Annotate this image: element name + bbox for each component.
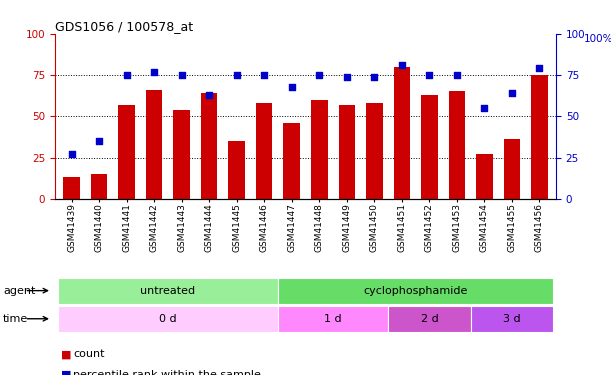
Bar: [284, 123, 300, 199]
Point: [425, 72, 434, 78]
Point: [507, 90, 517, 96]
Point: [480, 105, 489, 111]
Bar: [119, 105, 135, 199]
Text: count: count: [73, 350, 105, 359]
Text: ■: ■: [61, 350, 71, 359]
Bar: [201, 93, 218, 199]
Text: percentile rank within the sample: percentile rank within the sample: [73, 370, 261, 375]
Point: [67, 151, 76, 157]
Bar: [64, 177, 80, 199]
Bar: [91, 174, 108, 199]
Text: 3 d: 3 d: [503, 314, 521, 324]
Bar: [393, 67, 410, 199]
Bar: [421, 95, 437, 199]
Point: [177, 72, 186, 78]
Text: agent: agent: [3, 286, 35, 296]
Point: [370, 74, 379, 80]
Point: [232, 72, 241, 78]
Bar: [174, 110, 190, 199]
Bar: [531, 75, 547, 199]
Point: [149, 69, 159, 75]
Point: [204, 92, 214, 98]
Bar: [338, 105, 355, 199]
Point: [452, 72, 462, 78]
Point: [287, 84, 296, 90]
Bar: [146, 90, 163, 199]
Bar: [256, 103, 273, 199]
Point: [122, 72, 131, 78]
Text: ■: ■: [61, 370, 71, 375]
Point: [535, 65, 544, 71]
Point: [94, 138, 104, 144]
Bar: [476, 154, 492, 199]
Point: [259, 72, 269, 78]
Point: [315, 72, 324, 78]
Bar: [503, 140, 520, 199]
Text: untreated: untreated: [141, 286, 196, 296]
Text: GDS1056 / 100578_at: GDS1056 / 100578_at: [55, 20, 193, 33]
Text: time: time: [3, 314, 28, 324]
Text: 100%: 100%: [584, 34, 611, 44]
Text: 0 d: 0 d: [159, 314, 177, 324]
Point: [342, 74, 352, 80]
Text: 2 d: 2 d: [420, 314, 438, 324]
Point: [397, 62, 407, 68]
Bar: [448, 92, 465, 199]
Text: cyclophosphamide: cyclophosphamide: [364, 286, 468, 296]
Bar: [366, 103, 382, 199]
Bar: [311, 100, 327, 199]
Text: 1 d: 1 d: [324, 314, 342, 324]
Bar: [229, 141, 245, 199]
